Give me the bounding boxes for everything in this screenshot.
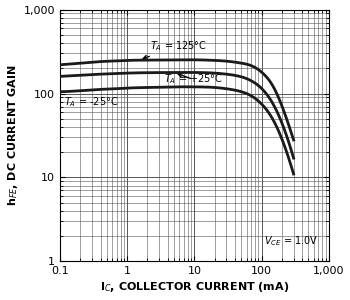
Text: $T_A$ = +25°C: $T_A$ = +25°C <box>164 73 223 86</box>
Text: $T_A$ = -25°C: $T_A$ = -25°C <box>64 96 119 110</box>
Text: $V_{CE}$ = 1.0V: $V_{CE}$ = 1.0V <box>264 234 319 248</box>
Text: $T_A$ = 125°C: $T_A$ = 125°C <box>143 39 207 59</box>
Y-axis label: h$_{FE}$, DC CURRENT GAIN: h$_{FE}$, DC CURRENT GAIN <box>6 64 20 206</box>
X-axis label: I$_{C}$, COLLECTOR CURRENT (mA): I$_{C}$, COLLECTOR CURRENT (mA) <box>100 280 289 294</box>
